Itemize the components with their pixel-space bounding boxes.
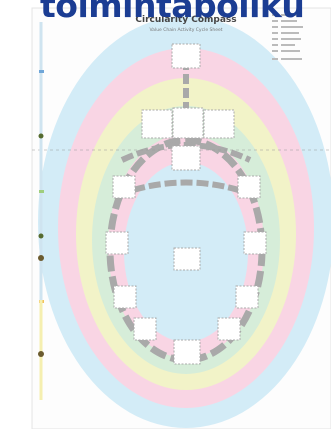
box	[105, 231, 129, 255]
side-scale	[38, 22, 44, 400]
scale-dot	[38, 351, 44, 357]
poster-title: Circularity Compass	[135, 15, 236, 25]
box	[172, 107, 204, 139]
headline: toimintaboliku	[40, 0, 305, 25]
box	[203, 109, 235, 139]
box	[133, 317, 157, 341]
box	[173, 247, 201, 271]
box	[171, 43, 201, 69]
scale-dot	[38, 233, 44, 239]
scale-mark	[39, 190, 44, 193]
box	[141, 109, 173, 139]
scale-dot	[38, 255, 44, 261]
box	[217, 317, 241, 341]
box	[243, 231, 267, 255]
box	[113, 285, 137, 309]
box	[237, 175, 261, 199]
box	[171, 145, 201, 171]
box	[112, 175, 136, 199]
boxes	[105, 43, 267, 365]
box	[235, 285, 259, 309]
scale-mark	[39, 70, 44, 73]
scale-dot	[38, 133, 44, 139]
box	[173, 339, 201, 365]
poster-subtitle: Value Chain Activity Cycle Sheet	[149, 27, 222, 33]
legend	[272, 14, 303, 60]
